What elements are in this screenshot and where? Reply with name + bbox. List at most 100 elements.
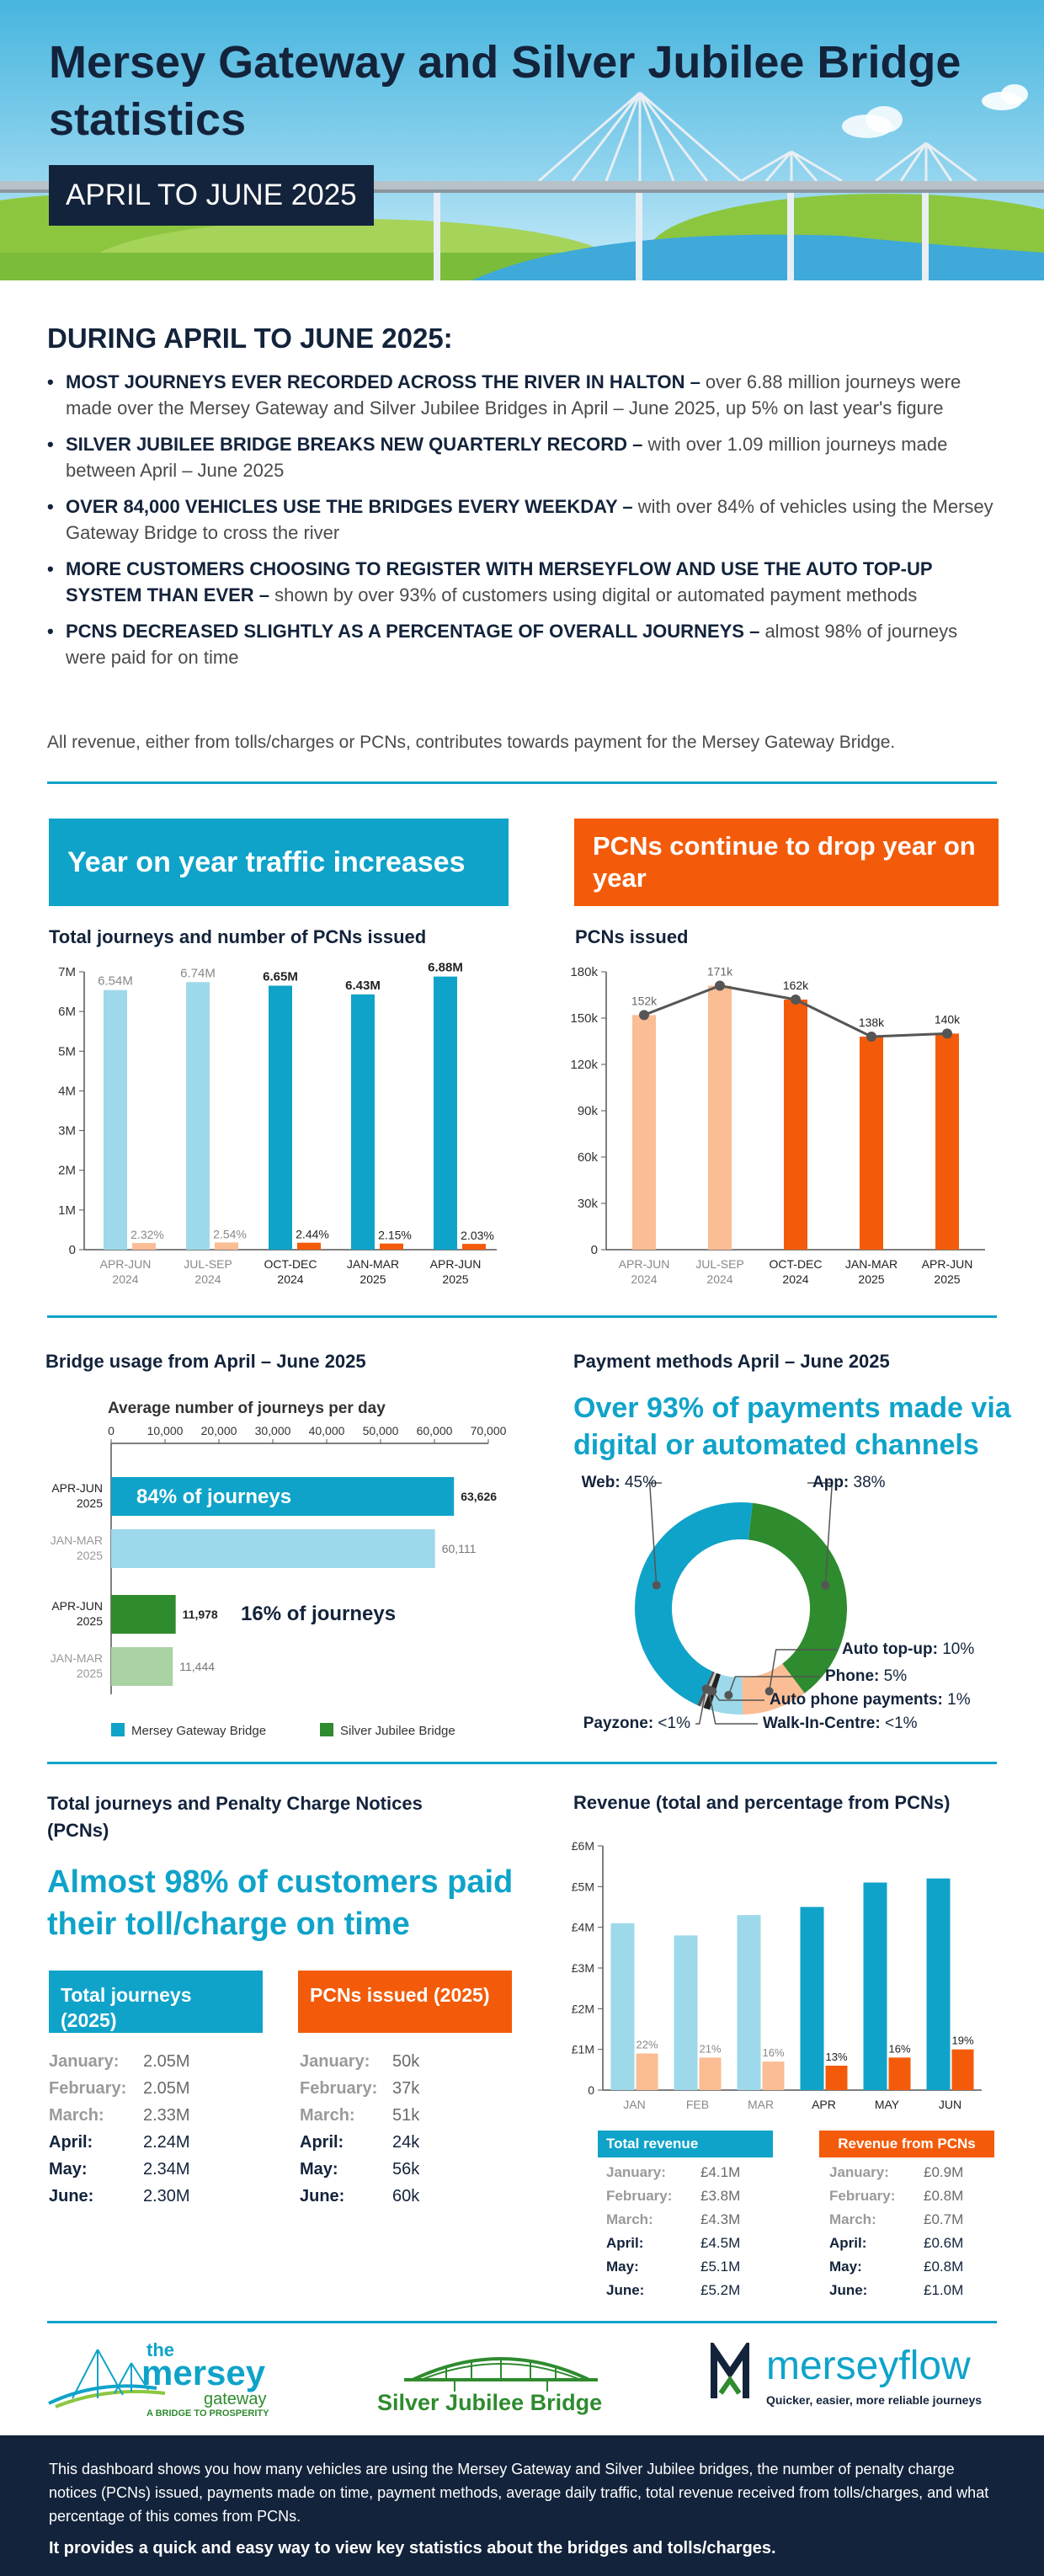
table-month: June: <box>300 2187 345 2205</box>
table-month: June: <box>829 2282 868 2298</box>
payment-leader-line <box>768 1649 837 1692</box>
x-tick-label: APR-JUN <box>430 1257 482 1271</box>
traffic-banner: Year on year traffic increases <box>49 819 509 906</box>
pcns-chart: 030k60k90k120k150k180kAPR-JUN2024JUL-SEP… <box>570 965 985 1286</box>
divider <box>47 781 997 784</box>
x-tick-label: FEB <box>686 2098 709 2111</box>
usage-annotation: 84% of journeys <box>136 1485 291 1508</box>
silver-jubilee-logo-text: Silver Jubilee Bridge <box>377 2390 603 2415</box>
journeys-bar-label: 6.88M <box>428 961 463 975</box>
usage-bar <box>111 1647 173 1686</box>
journeys-bar <box>351 994 375 1250</box>
table-value: £0.8M <box>924 2259 964 2275</box>
table-value: £4.3M <box>700 2211 741 2227</box>
revenue-bar <box>863 1882 887 2090</box>
table-row: May: £0.8M <box>829 2255 998 2279</box>
table-month: May: <box>829 2259 862 2275</box>
pcn-revenue-pct: 16% <box>888 2042 910 2055</box>
table-month: March: <box>606 2211 653 2227</box>
x-tick-label: 50,000 <box>363 1424 399 1437</box>
usage-chart: Average number of journeys per day 0 10,00… <box>51 1400 507 1738</box>
pcn-point <box>791 995 801 1005</box>
merseyflow-logo: merseyflow Quicker, easier, more reliabl… <box>709 2341 1004 2417</box>
y-tick-label: 2M <box>58 1164 76 1178</box>
usage-subtitle: Average number of journeys per day <box>108 1400 386 1417</box>
payment-slice <box>748 1502 847 1693</box>
table-row: April: 24k <box>300 2129 519 2156</box>
journeys-bar <box>104 989 127 1250</box>
y-tick-label: 3M <box>58 1124 76 1139</box>
table-row: June: £5.2M <box>606 2279 775 2302</box>
pcn-bar <box>860 1037 883 1250</box>
pcn-point <box>866 1032 876 1042</box>
logo-text-mersey: mersey <box>141 2353 266 2392</box>
pcn-share-bar <box>132 1243 156 1250</box>
pcn-revenue-header: Revenue from PCNs <box>819 2131 994 2157</box>
table-value: 2.05M <box>143 2052 190 2071</box>
table-month: June: <box>606 2282 645 2298</box>
pcn-revenue-pct: 16% <box>762 2046 784 2059</box>
pcn-point-label: 171k <box>707 965 733 979</box>
table-month: February: <box>49 2079 127 2098</box>
table-row: May: 2.34M <box>49 2156 268 2183</box>
revenue-bar <box>610 1923 635 2090</box>
table-row: January: £0.9M <box>829 2161 998 2184</box>
x-tick-label: JUN <box>939 2098 961 2111</box>
table-row: February: 2.05M <box>49 2075 268 2102</box>
x-tick-label: APR <box>812 2098 836 2111</box>
pcn-point <box>715 980 725 991</box>
y-tick-label: 30k <box>578 1197 599 1211</box>
table-value: £4.1M <box>700 2164 741 2180</box>
y-tick-label: 6M <box>58 1005 76 1019</box>
footer: This dashboard shows you how many vehicl… <box>0 2435 1044 2576</box>
y-tick-label: 1M <box>58 1203 76 1218</box>
table-row: March: £4.3M <box>606 2208 775 2232</box>
usage-row-label: APR-JUN <box>51 1481 103 1495</box>
pcn-share-label: 2.44% <box>296 1228 329 1241</box>
mersey-gateway-bridge-icon <box>48 2349 166 2408</box>
y-tick-label: 5M <box>58 1044 76 1059</box>
table-row: June: 60k <box>300 2183 519 2210</box>
logo-text-gateway: gateway <box>204 2390 267 2408</box>
table-row: May: £5.1M <box>606 2255 775 2279</box>
pcn-revenue-bar <box>951 2049 974 2090</box>
usage-bar <box>111 1529 435 1568</box>
table-value: 2.33M <box>143 2106 190 2125</box>
x-tick-label: OCT-DEC <box>264 1257 317 1271</box>
payment-label: Walk-In-Centre: <1% <box>763 1715 918 1732</box>
x-tick-label: 2024 <box>194 1272 221 1286</box>
payment-label: Web: 45% <box>582 1474 658 1491</box>
table-row: June: £1.0M <box>829 2279 998 2302</box>
x-tick-label: 10,000 <box>147 1424 184 1437</box>
pcn-point-label: 138k <box>859 1016 885 1029</box>
pcn-bar <box>935 1033 959 1250</box>
journeys-bar <box>269 985 292 1250</box>
usage-row-label: 2025 <box>77 1667 103 1680</box>
on-time-headline: Almost 98% of customers paid their toll/… <box>47 1864 514 1942</box>
legend-label: Mersey Gateway Bridge <box>131 1724 266 1738</box>
usage-bar <box>111 1595 176 1634</box>
table-row: March: 2.33M <box>49 2102 268 2129</box>
revenue-bar <box>737 1915 761 2090</box>
merseyflow-logo-text: merseyflow <box>766 2344 971 2388</box>
pcn-revenue-pct: 22% <box>636 2039 658 2051</box>
journeys-chart: 01M2M3M4M5M6M7M6.54M2.32%APR-JUN20246.74… <box>58 961 497 1286</box>
table-month: May: <box>49 2160 88 2179</box>
table-month: February: <box>300 2079 378 2098</box>
payments-headline: Over 93% of payments made via digital or… <box>573 1392 1011 1461</box>
payments-chart-title: Payment methods April – June 2025 <box>573 1351 890 1372</box>
footer-text: This dashboard shows you how many vehicl… <box>49 2461 989 2525</box>
x-tick-label: 20,000 <box>201 1424 237 1437</box>
page-title: Mersey Gateway and Silver Jubilee Bridge… <box>49 37 961 145</box>
pcns-table-header: PCNs issued (2025) <box>298 1971 512 2033</box>
summary-bullet: PCNS DECREASED SLIGHTLY AS A PERCENTAGE … <box>47 618 999 670</box>
payment-leader-line <box>707 1689 758 1725</box>
x-tick-label: 2024 <box>631 1272 657 1286</box>
x-tick-label: JAN-MAR <box>845 1257 898 1271</box>
pcn-share-label: 2.15% <box>378 1229 412 1242</box>
usage-row-label: 2025 <box>77 1496 103 1510</box>
pcn-revenue-bar <box>699 2057 722 2090</box>
x-tick-label: 30,000 <box>255 1424 291 1437</box>
table-row: January: 2.05M <box>49 2048 268 2075</box>
table-month: January: <box>49 2052 120 2071</box>
